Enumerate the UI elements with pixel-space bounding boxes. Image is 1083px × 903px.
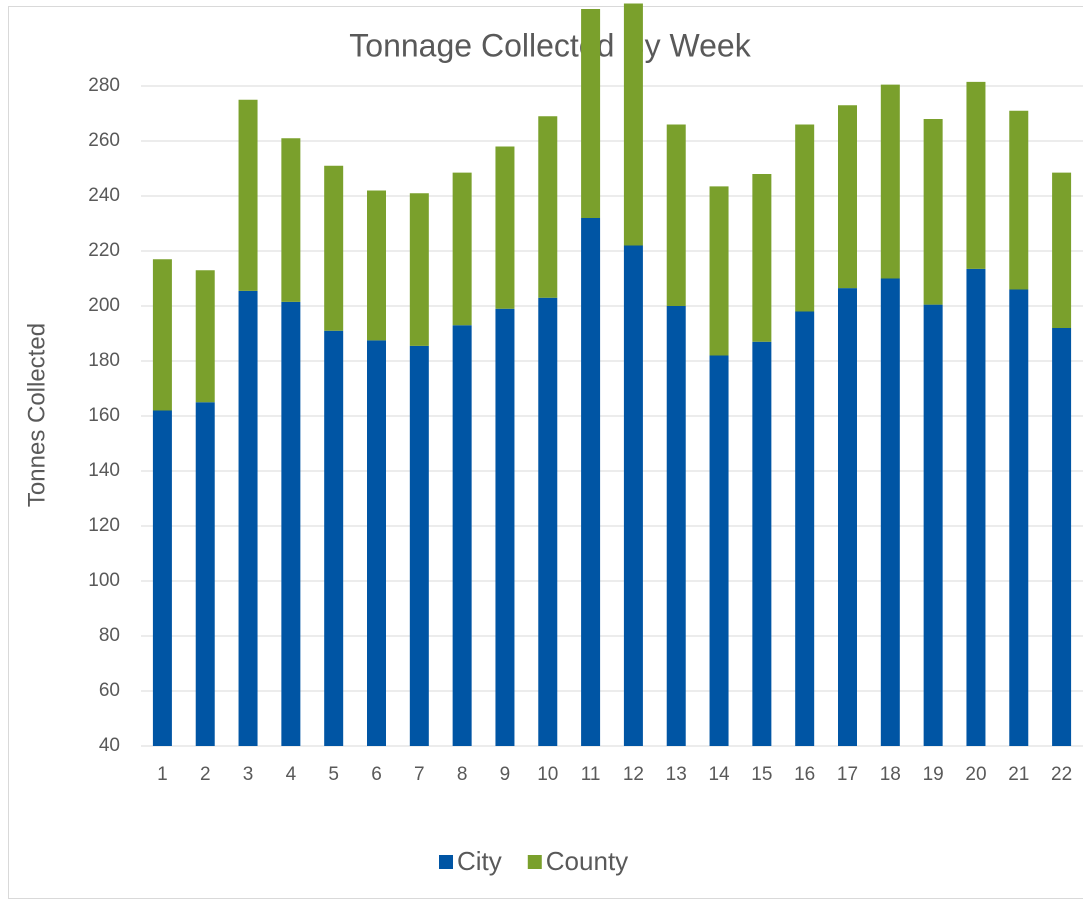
bar-segment bbox=[623, 3, 643, 246]
bar-segment bbox=[238, 99, 258, 291]
bar-segment bbox=[581, 218, 601, 746]
bar-segment bbox=[152, 410, 172, 746]
x-tick-label: 15 bbox=[751, 764, 772, 785]
x-tick-label: 12 bbox=[623, 764, 644, 785]
bar-segment bbox=[623, 245, 643, 746]
y-tick-label: 140 bbox=[88, 460, 120, 481]
bar-segment bbox=[409, 193, 429, 346]
bar-segment bbox=[324, 165, 344, 331]
bar-segment bbox=[1052, 172, 1072, 328]
x-tick-label: 20 bbox=[965, 764, 986, 785]
bar-segment bbox=[666, 124, 686, 306]
bar-segment bbox=[880, 84, 900, 279]
x-tick-label: 1 bbox=[157, 764, 168, 785]
bar-segment bbox=[966, 81, 986, 269]
bar-segment bbox=[795, 124, 815, 312]
legend-label: City bbox=[457, 846, 502, 876]
bar-segment bbox=[195, 270, 215, 403]
y-tick-label: 60 bbox=[99, 680, 120, 701]
x-tick-label: 14 bbox=[708, 764, 730, 785]
y-tick-label: 260 bbox=[88, 130, 120, 151]
x-tick-label: 16 bbox=[794, 764, 815, 785]
x-tick-label: 19 bbox=[923, 764, 944, 785]
y-tick-label: 80 bbox=[99, 625, 120, 646]
bar-segment bbox=[409, 345, 429, 746]
bar-segment bbox=[195, 402, 215, 746]
bar-segment bbox=[281, 301, 301, 746]
y-tick-label: 160 bbox=[88, 405, 120, 426]
bar-segment bbox=[281, 138, 301, 302]
y-axis-label: Tonnes Collected bbox=[23, 323, 50, 507]
legend-label: County bbox=[546, 846, 628, 876]
bar-segment bbox=[923, 304, 943, 746]
bar-segment bbox=[795, 311, 815, 746]
bar-segment bbox=[152, 259, 172, 411]
x-tick-label: 4 bbox=[286, 764, 297, 785]
x-tick-label: 2 bbox=[200, 764, 211, 785]
y-tick-label: 180 bbox=[88, 350, 120, 371]
bar-segment bbox=[1009, 289, 1029, 746]
y-tick-label: 200 bbox=[88, 295, 120, 316]
x-tick-label: 17 bbox=[837, 764, 858, 785]
x-tick-label: 5 bbox=[328, 764, 339, 785]
x-tick-label: 18 bbox=[880, 764, 901, 785]
bar-segment bbox=[666, 306, 686, 746]
bar-segment bbox=[495, 146, 515, 309]
bar-segment bbox=[1052, 328, 1072, 746]
bar-segment bbox=[752, 341, 772, 746]
bar-segment bbox=[495, 308, 515, 746]
bar-segment bbox=[238, 290, 258, 746]
y-tick-label: 40 bbox=[99, 735, 120, 756]
x-tick-label: 11 bbox=[581, 764, 601, 785]
bar-segment bbox=[367, 190, 386, 341]
y-tick-label: 220 bbox=[88, 240, 120, 261]
bar-segment bbox=[923, 119, 943, 305]
bar-segment bbox=[452, 172, 472, 326]
bar-segment bbox=[838, 288, 857, 746]
bar-segment bbox=[324, 330, 344, 746]
y-tick-label: 100 bbox=[88, 570, 120, 591]
bar-segment bbox=[367, 340, 386, 746]
bar-segment bbox=[452, 325, 472, 746]
x-tick-label: 21 bbox=[1008, 764, 1029, 785]
x-tick-label: 3 bbox=[243, 764, 254, 785]
bar-segment bbox=[709, 355, 729, 746]
bar-segment bbox=[752, 174, 772, 342]
y-tick-label: 240 bbox=[88, 185, 120, 206]
x-tick-label: 7 bbox=[414, 764, 425, 785]
x-tick-label: 22 bbox=[1051, 764, 1072, 785]
x-tick-label: 9 bbox=[500, 764, 511, 785]
x-tick-label: 6 bbox=[371, 764, 382, 785]
bar-segment bbox=[880, 278, 900, 746]
bar-segment bbox=[1009, 110, 1029, 290]
bar-segment bbox=[538, 297, 558, 746]
legend-swatch bbox=[439, 855, 453, 869]
x-tick-label: 10 bbox=[537, 764, 558, 785]
y-tick-label: 280 bbox=[88, 75, 120, 96]
x-tick-label: 8 bbox=[457, 764, 468, 785]
bar-segment bbox=[709, 186, 729, 356]
legend-swatch bbox=[527, 855, 542, 869]
bar-segment bbox=[581, 9, 601, 218]
bar-segment bbox=[538, 116, 558, 298]
x-tick-label: 13 bbox=[666, 764, 687, 785]
bar-segment bbox=[838, 105, 857, 289]
chart-title: Tonnage Collected By Week bbox=[349, 27, 751, 63]
y-tick-label: 120 bbox=[88, 515, 120, 536]
bar-segment bbox=[966, 268, 986, 746]
